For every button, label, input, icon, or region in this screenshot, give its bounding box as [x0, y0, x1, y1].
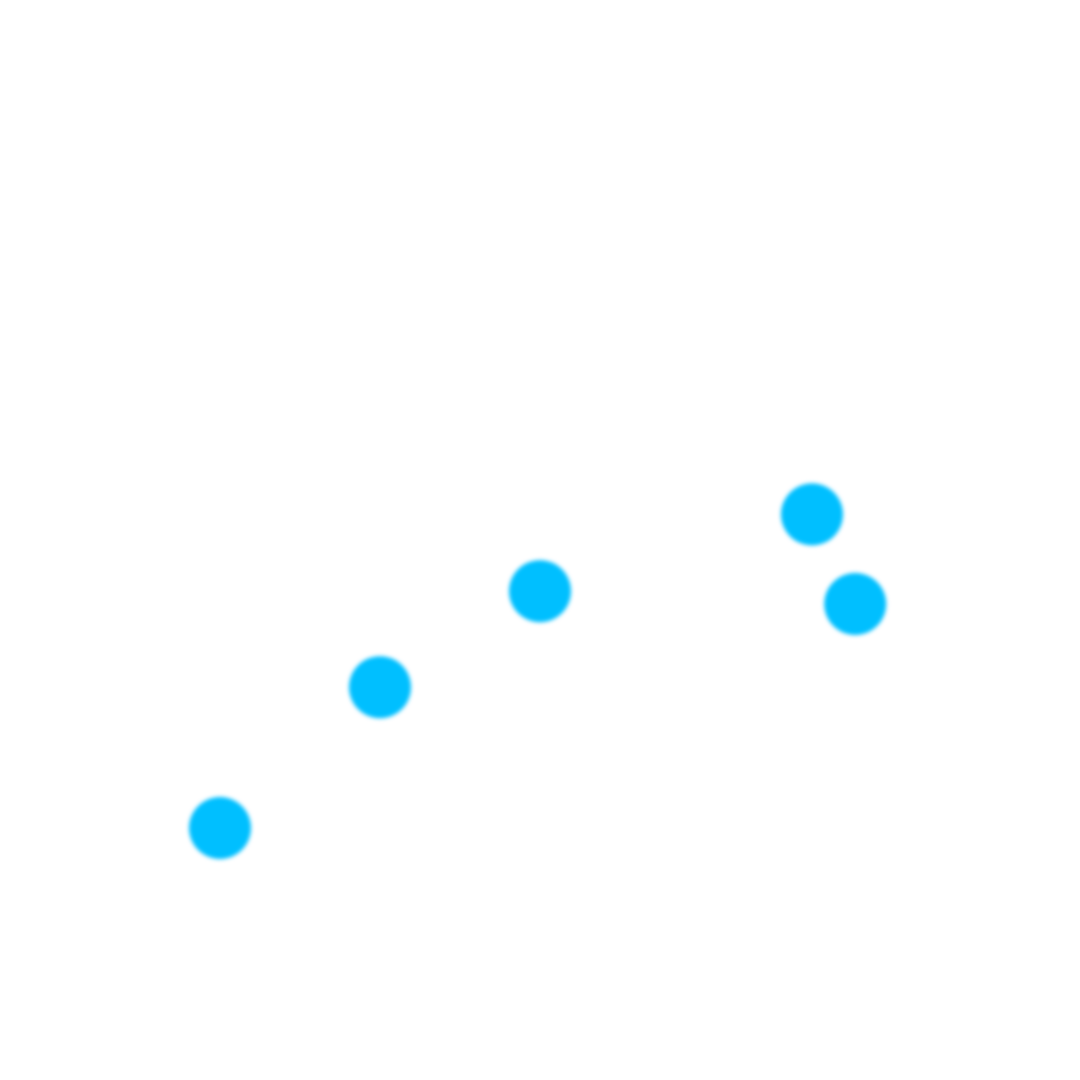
scatter-point-3	[509, 560, 571, 623]
scatter-point-4	[781, 483, 843, 546]
scatter-point-1	[189, 797, 251, 859]
points-layer	[189, 483, 887, 859]
scatter-point-2	[349, 656, 411, 719]
scatter-point-5	[824, 573, 887, 635]
